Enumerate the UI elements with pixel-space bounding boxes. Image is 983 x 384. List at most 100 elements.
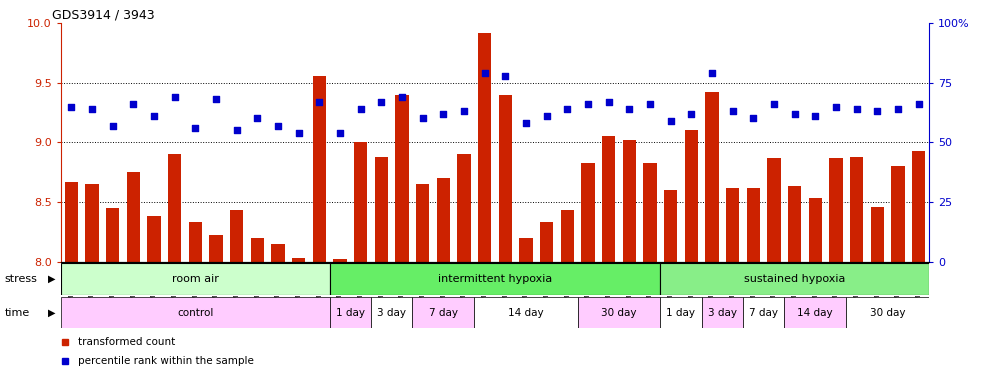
Bar (830, 158, 842, 262)
Text: percentile rank within the sample: percentile rank within the sample (79, 356, 255, 366)
Point (497, 73, 513, 79)
Point (250, 115, 265, 121)
Bar (661, 263, 929, 295)
Point (890, 106, 905, 112)
Text: 3 day: 3 day (708, 308, 737, 318)
Point (105, 122, 121, 129)
Text: ▶: ▶ (48, 308, 56, 318)
Point (126, 101, 142, 107)
Text: room air: room air (172, 274, 218, 284)
Text: sustained hypoxia: sustained hypoxia (744, 274, 845, 284)
Point (828, 103, 843, 109)
Point (766, 101, 781, 107)
Bar (457, 154, 471, 262)
Bar (313, 76, 326, 262)
Bar (519, 238, 533, 262)
Bar (622, 140, 636, 262)
Bar (230, 210, 244, 262)
Point (724, 108, 740, 114)
Text: intermittent hypoxia: intermittent hypoxia (437, 274, 552, 284)
Bar (106, 208, 119, 262)
Text: GDS3914 / 3943: GDS3914 / 3943 (52, 9, 155, 22)
Bar (498, 94, 512, 262)
Bar (209, 235, 223, 262)
Bar (61, 263, 329, 295)
Text: 1 day: 1 day (666, 308, 695, 318)
Point (848, 106, 864, 112)
Bar (661, 297, 702, 328)
Bar (478, 33, 492, 262)
Text: transformed count: transformed count (79, 337, 176, 348)
Text: 7 day: 7 day (749, 308, 779, 318)
Text: 1 day: 1 day (336, 308, 365, 318)
Text: time: time (5, 308, 30, 318)
Point (208, 96, 224, 103)
Point (353, 106, 369, 112)
Bar (560, 210, 574, 262)
Bar (189, 222, 202, 262)
Point (456, 108, 472, 114)
Point (332, 130, 348, 136)
Text: control: control (177, 308, 213, 318)
Bar (65, 182, 78, 262)
Bar (784, 297, 846, 328)
Bar (746, 187, 760, 262)
Bar (643, 162, 657, 262)
Bar (147, 216, 160, 262)
Bar (416, 184, 430, 262)
Point (229, 127, 245, 133)
Bar (788, 186, 801, 262)
Bar (578, 297, 661, 328)
Bar (684, 130, 698, 262)
Text: 14 day: 14 day (797, 308, 833, 318)
Text: 30 day: 30 day (870, 308, 905, 318)
Bar (371, 297, 412, 328)
Bar (581, 162, 595, 262)
Point (869, 108, 885, 114)
Bar (850, 157, 863, 262)
Point (291, 130, 307, 136)
Bar (846, 297, 929, 328)
Bar (702, 297, 743, 328)
Point (85, 106, 100, 112)
Bar (412, 297, 474, 328)
Point (910, 101, 926, 107)
Point (601, 99, 616, 105)
Point (559, 106, 575, 112)
Bar (292, 258, 306, 262)
Text: 3 day: 3 day (377, 308, 406, 318)
Point (374, 99, 389, 105)
Bar (271, 243, 285, 262)
Point (621, 106, 637, 112)
Bar (168, 154, 181, 262)
Bar (871, 207, 884, 262)
Point (683, 111, 699, 117)
Point (64, 103, 80, 109)
Point (167, 94, 183, 100)
Bar (86, 184, 98, 262)
Bar (329, 297, 371, 328)
Point (807, 113, 823, 119)
Bar (333, 259, 347, 262)
Bar (705, 92, 719, 262)
Bar (540, 222, 553, 262)
Point (270, 122, 286, 129)
Point (518, 120, 534, 126)
Text: 14 day: 14 day (508, 308, 544, 318)
Bar (767, 158, 781, 262)
Bar (375, 157, 388, 262)
Point (146, 113, 162, 119)
Point (415, 115, 431, 121)
Point (580, 101, 596, 107)
Point (188, 125, 203, 131)
Bar (395, 94, 409, 262)
Bar (61, 297, 329, 328)
Text: stress: stress (5, 274, 37, 284)
Point (539, 113, 554, 119)
Bar (912, 151, 925, 262)
Bar (329, 263, 661, 295)
Bar (474, 297, 578, 328)
Bar (251, 238, 264, 262)
Text: 7 day: 7 day (429, 308, 458, 318)
Point (477, 70, 492, 76)
